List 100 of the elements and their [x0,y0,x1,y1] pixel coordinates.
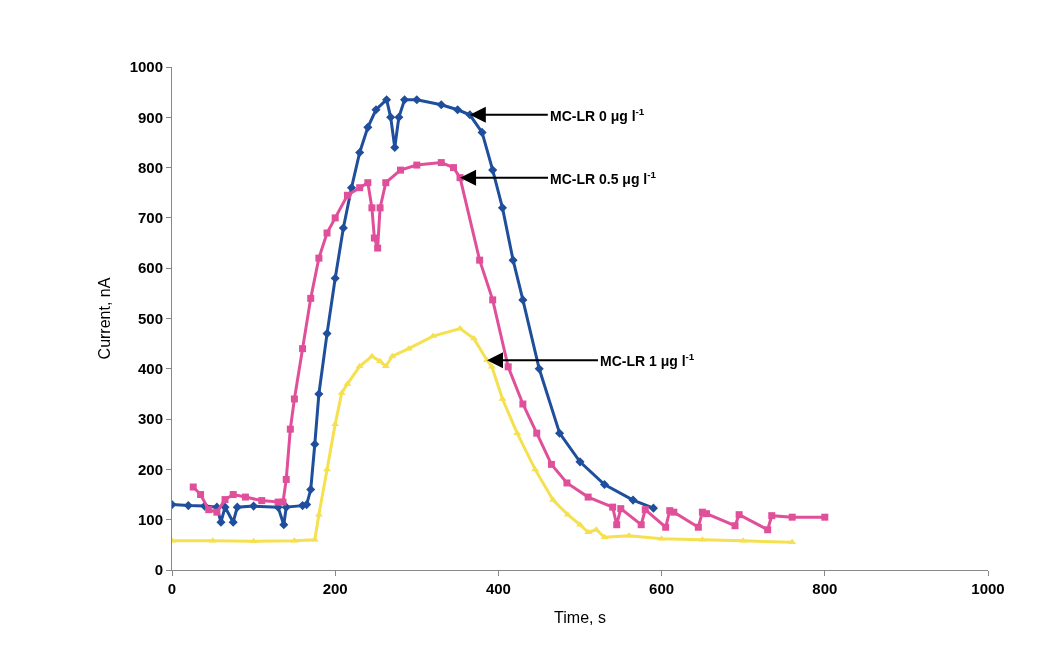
point [282,475,290,483]
point [584,528,593,535]
point [531,465,540,472]
point [413,161,421,169]
x-axis-title: Time, s [554,608,606,626]
point [489,296,497,304]
point [662,523,670,531]
point [213,508,221,516]
y-tick-label: 700 [137,209,163,227]
point [702,510,710,518]
point [788,538,797,545]
point [355,147,365,158]
point [641,506,649,514]
point [584,493,592,501]
point [330,273,340,283]
point [497,203,508,213]
point [307,294,315,302]
y-tick-label: 0 [154,561,163,579]
point [322,329,332,339]
annotation: MC-LR 0.5 μg l$^{-1}$ [550,169,657,187]
point [436,100,446,110]
point [310,439,320,449]
point [315,254,323,262]
point [279,520,289,530]
point [617,505,625,513]
point [286,425,294,433]
point [306,484,316,495]
point [628,495,638,505]
point [412,95,422,105]
point [821,513,829,521]
point [575,457,585,467]
point [363,122,373,132]
point [189,483,197,491]
y-tick-label: 300 [137,410,163,428]
point [504,363,512,371]
point [299,345,307,353]
point [764,526,772,534]
point [197,491,205,499]
point [343,191,351,199]
x-tick-label: 200 [322,580,348,597]
point [609,503,617,511]
y-tick-label: 800 [137,158,163,176]
point [735,511,743,519]
x-tick-label: 400 [485,580,511,597]
point [183,501,193,511]
point [788,513,796,521]
y-tick-label: 400 [137,360,163,378]
point [331,214,339,222]
point [338,223,348,233]
point [229,491,237,499]
x-tick-label: 600 [649,580,675,597]
point [381,362,390,369]
point [518,295,528,305]
x-tick-label: 0 [167,580,177,597]
point [476,256,484,264]
point [314,389,324,399]
point [374,244,382,252]
y-tick-label: 200 [137,460,163,478]
point [534,364,544,374]
point [356,184,364,192]
point [394,112,404,122]
point [382,179,390,187]
point [453,105,463,115]
point [477,127,487,137]
point [555,428,565,438]
point [637,521,645,529]
point [205,506,213,514]
point [241,493,249,501]
point [258,497,266,505]
point [370,234,378,242]
point [386,112,396,122]
point [508,255,518,265]
point [519,400,527,408]
point [599,479,610,490]
point [437,159,445,167]
point [290,395,298,403]
point [533,429,541,437]
point [382,95,392,105]
point [488,165,498,175]
point [221,496,229,504]
point [768,512,776,520]
x-tick-label: 800 [812,580,838,597]
point [563,479,571,487]
point [731,522,739,530]
point [547,460,555,468]
point [613,521,621,529]
annotation: MC-LR 0 μg l$^{-1}$ [550,106,645,124]
point [279,498,287,506]
y-tick-label: 900 [137,108,163,126]
point [364,179,372,187]
point [396,166,404,174]
y-tick-label: 100 [137,510,163,528]
point [670,508,678,516]
point [371,105,381,115]
point [450,164,458,172]
point [249,537,258,544]
point [368,204,376,212]
y-axis-title: Current, nA [95,277,113,360]
point [600,533,609,540]
point [376,204,384,212]
